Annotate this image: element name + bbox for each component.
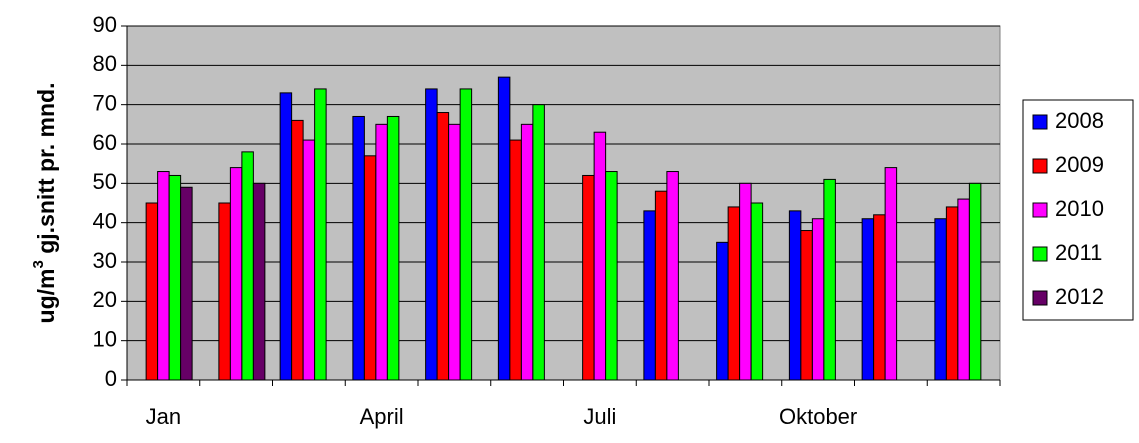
- plot-area: [126, 25, 1001, 381]
- bar: [180, 186, 193, 381]
- legend-swatch: [1032, 114, 1048, 130]
- bar: [968, 182, 982, 381]
- legend-label: 2009: [1055, 152, 1104, 177]
- bar: [168, 174, 182, 381]
- y-tick-label: 70: [93, 90, 117, 115]
- bar: [520, 123, 534, 381]
- bar: [497, 76, 511, 381]
- y-tick-label: 90: [93, 12, 117, 37]
- legend-label: 2011: [1055, 240, 1102, 265]
- x-tick-label: Oktober: [779, 404, 857, 429]
- bar: [800, 230, 813, 381]
- bar: [157, 171, 170, 381]
- bar: [666, 171, 679, 381]
- bar: [302, 139, 316, 381]
- bar: [314, 88, 327, 381]
- bar: [291, 119, 304, 381]
- y-tick-label: 10: [93, 326, 117, 351]
- bar: [532, 104, 545, 381]
- bar: [605, 171, 618, 381]
- legend-swatch: [1032, 158, 1048, 174]
- bar: [957, 198, 970, 381]
- bar: [425, 88, 438, 381]
- bar: [582, 174, 595, 381]
- bar: [884, 167, 898, 381]
- bar: [739, 182, 752, 381]
- y-tick-label: 30: [93, 248, 117, 273]
- bar: [145, 202, 159, 381]
- bar: [279, 92, 293, 381]
- bar: [750, 202, 764, 381]
- bar: [861, 218, 875, 381]
- bar: [509, 139, 522, 381]
- y-tick-label: 40: [93, 208, 117, 233]
- bar: [727, 206, 741, 381]
- bar: [218, 202, 231, 381]
- y-tick-label: 0: [105, 366, 117, 391]
- legend-label: 2010: [1055, 196, 1104, 221]
- bar: [945, 206, 959, 381]
- bar: [229, 167, 243, 381]
- bar: [593, 131, 607, 381]
- bar: [873, 214, 886, 381]
- bar: [823, 178, 836, 381]
- y-tick-label: 20: [93, 287, 117, 312]
- y-tick-label: 50: [93, 169, 117, 194]
- bar: [459, 88, 473, 381]
- bar: [252, 182, 266, 381]
- bar: [241, 151, 254, 381]
- bar: [643, 210, 656, 381]
- y-tick-label: 60: [93, 130, 117, 155]
- bar: [716, 241, 729, 381]
- y-tick-label: 80: [93, 51, 117, 76]
- bar: [811, 218, 825, 381]
- y-axis-title-superscript: 3: [30, 260, 47, 268]
- legend-label: 2012: [1055, 284, 1104, 309]
- y-axis-title-part: ug/m: [33, 269, 59, 324]
- bar: [363, 155, 377, 381]
- x-tick-label: Juli: [583, 404, 616, 429]
- legend-swatch: [1032, 290, 1048, 306]
- bar: [375, 123, 388, 381]
- x-tick-label: Jan: [146, 404, 181, 429]
- x-tick-label: April: [360, 404, 404, 429]
- y-axis-title: ug/m3 gj.snitt pr. mnd.: [30, 83, 59, 324]
- y-axis-title-part: gj.snitt pr. mnd.: [33, 83, 59, 261]
- legend-swatch: [1032, 246, 1048, 262]
- legend-swatch: [1032, 202, 1048, 218]
- bar: [436, 112, 450, 381]
- bar: [788, 210, 802, 381]
- bar: [448, 123, 461, 381]
- bar: [654, 190, 668, 381]
- bar: [352, 115, 365, 381]
- legend-label: 2008: [1055, 108, 1104, 133]
- bar: [386, 115, 400, 381]
- bar: [934, 218, 947, 381]
